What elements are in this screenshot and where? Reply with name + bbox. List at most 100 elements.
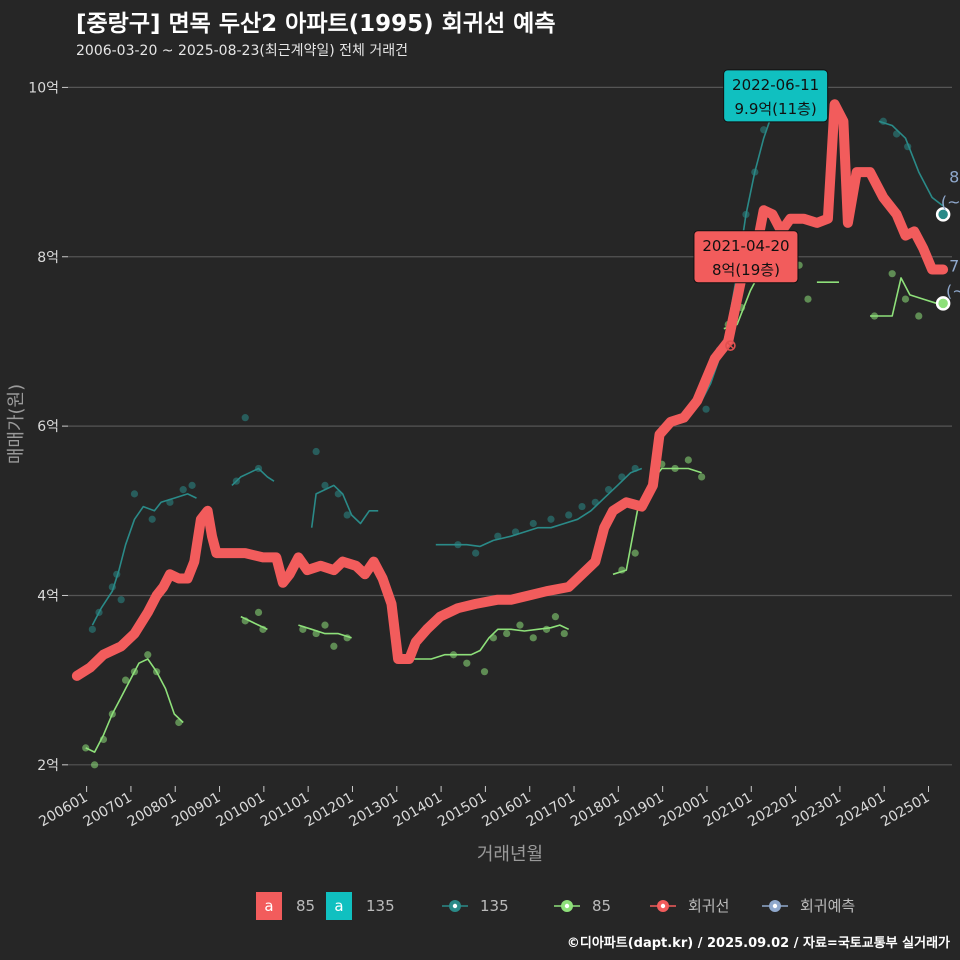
scatter-point-135 [188,481,196,489]
scatter-point-85 [804,295,812,303]
scatter-point-85 [330,642,338,650]
legend-swatch [326,892,352,920]
x-tick-label: 201501 [435,790,489,831]
series-135-line [878,120,944,207]
legend-label: 회귀예측 [800,897,855,915]
x-tick-label: 201801 [568,790,622,831]
scatter-point-135 [578,502,586,511]
scatter-point-85 [870,312,879,320]
scatter-point-135 [760,126,768,134]
scatter-point-135 [904,143,912,151]
marker-layer: 85,000 (~135㎡) 74,500 (~85㎡) [725,167,960,351]
scatter-point-85 [130,668,139,676]
scatter-point-85 [551,613,560,621]
annotation-layer: 2022-06-11 9.9억(11층) 2021-04-20 8억(19층) [693,69,829,284]
legend-swatch [256,892,282,920]
series-135-line [310,484,379,528]
legend-point-core [772,903,778,909]
scatter-point-85 [299,625,307,633]
x-tick-label: 201201 [302,790,356,831]
x-tick-label: 202101 [701,790,755,831]
x-tick-label: 200901 [169,790,223,831]
scatter-point-135 [547,515,555,523]
x-tick-label: 202401 [834,790,888,831]
legend-label: 85 [592,897,611,915]
scatter-point-135 [343,511,351,519]
scatter-point-85 [108,710,116,718]
scatter-point-135 [321,481,329,489]
scatter-point-135 [232,477,240,485]
source-credit: ©디아파트(dapt.kr) / 2025.09.02 / 자료=국토교통부 실… [566,936,950,951]
x-tick-label: 201701 [524,790,578,831]
scatter-point-135 [742,210,750,219]
scatter-point-85 [90,761,99,769]
legend-label: 85 [296,897,315,915]
scatter-point-85 [888,270,896,278]
y-tick-label: 8억 [37,250,59,266]
scatter-point-135 [618,473,626,481]
scatter-point-85 [503,629,511,638]
scatter-point-85 [529,634,537,642]
scatter-point-85 [99,735,108,744]
grid-layer [68,86,952,766]
x-tick-label: 200801 [125,790,179,831]
scatter-point-135 [565,511,573,519]
scatter-point-85 [516,621,524,629]
y-tick-label: 6억 [37,419,59,435]
series-135-line [91,493,197,626]
scatter-point-85 [671,464,679,473]
regression-line [71,99,949,681]
annotation-value: 8억(19층) [712,261,780,279]
y-tick-label: 4억 [37,588,59,604]
scatter-point-135 [334,490,342,498]
legend-swatch-letter: a [264,897,273,915]
legend-label: 135 [366,897,395,915]
prediction-area-label: (~85㎡) [946,281,960,300]
axis-layer: 2억 4억 6억 8억 10억 20060120070120080120090120100… [6,80,933,865]
chart-title: [중랑구] 면목 두산2 아파트(1995) 회귀선 예측 [76,11,556,37]
scatter-point-135 [95,608,103,617]
legend-label: 135 [480,897,509,915]
scatter-point-85 [901,295,910,303]
legend: a 85 a 135 135 85 회귀선 회귀예측 [256,892,855,920]
scatter-point-85 [618,566,626,574]
x-tick-label: 201101 [258,790,312,831]
annotation-date: 2021-04-20 [702,237,789,255]
scatter-point-85 [153,668,161,676]
scatter-point-85 [122,676,130,684]
x-axis-title: 거래년월 [477,844,543,865]
scatter-point-85 [343,634,351,642]
prediction-area-label: (~135㎡) [941,192,960,211]
scatter-point-85 [144,651,152,659]
scatter-point-85 [542,625,551,633]
scatter-layer [82,100,923,769]
scatter-point-135 [702,405,710,413]
highlight-point [725,340,736,351]
scatter-point-85 [259,625,267,633]
chart-subtitle: 2006-03-20 ~ 2025-08-23(최근계약일) 전체 거래건 [76,43,408,59]
x-tick-label: 201401 [391,790,445,831]
series-85-line [298,624,352,639]
scatter-point-135 [166,498,174,506]
prediction-price-label: 85,000 [949,167,960,186]
prediction-marker-85 [935,296,951,311]
legend-point-core [660,903,666,909]
regression-layer [71,99,949,681]
scatter-point-135 [179,486,187,494]
scatter-point-85 [175,718,183,727]
scatter-point-135 [113,570,121,578]
x-tick-label: 201901 [612,790,666,831]
x-tick-label: 202501 [878,790,932,831]
scatter-point-85 [684,456,692,464]
scatter-point-135 [454,541,462,549]
scatter-point-135 [117,596,125,604]
scatter-point-135 [130,490,139,498]
series-layer [85,95,944,753]
x-tick-label: 201301 [346,790,400,831]
x-tick-label: 202301 [790,790,844,831]
scatter-point-85 [915,312,923,320]
scatter-point-85 [321,621,329,629]
scatter-point-135 [472,549,480,557]
scatter-point-135 [893,130,901,138]
scatter-point-135 [88,625,96,633]
